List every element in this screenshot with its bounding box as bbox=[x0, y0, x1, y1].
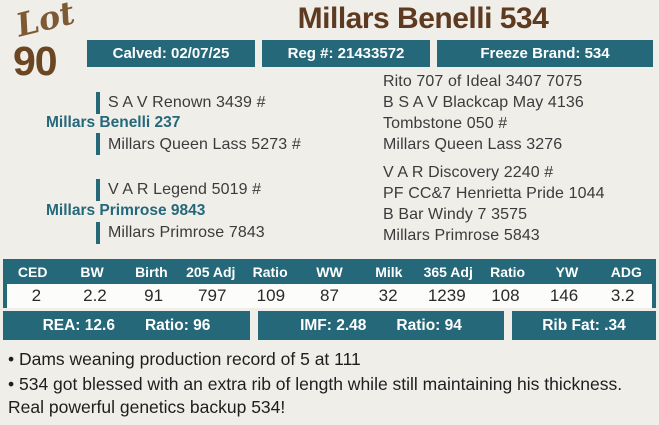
epd-col-header: ADG bbox=[610, 263, 642, 280]
sire-granddam-1: B S A V Blackcap May 4136 bbox=[383, 94, 584, 111]
rea-badge: REA: 12.6 Ratio: 96 bbox=[3, 311, 250, 340]
epd-col-header: Milk bbox=[375, 263, 403, 280]
epd-value: 3.2 bbox=[610, 286, 635, 305]
dam-sire: V A R Legend 5019 # bbox=[108, 181, 262, 198]
epd-value: 91 bbox=[144, 286, 164, 305]
epd-col-header: Ratio bbox=[252, 263, 288, 280]
epd-table-header: CED BW Birth 205 Adj Ratio WW Milk 365 A… bbox=[3, 259, 656, 284]
epd-value: 109 bbox=[256, 286, 286, 305]
epd-value: 32 bbox=[378, 286, 398, 305]
imf-ratio: Ratio: 94 bbox=[396, 316, 462, 334]
epd-col-header: CED bbox=[17, 263, 48, 280]
pedigree-bracket-bar bbox=[96, 222, 100, 244]
epd-value: 1239 bbox=[427, 286, 466, 305]
page-title: Millars Benelli 534 bbox=[297, 2, 549, 35]
epd-col-header: YW bbox=[555, 263, 579, 280]
epd-value: 2 bbox=[31, 286, 42, 305]
pedigree-bracket-bar bbox=[96, 179, 100, 201]
freeze-brand-badge: Freeze Brand: 534 bbox=[437, 40, 653, 67]
sire-grandsire-1: Rito 707 of Ideal 3407 7075 bbox=[383, 73, 583, 90]
epd-col-header: Birth bbox=[135, 263, 168, 280]
epd-col-header: 205 Adj bbox=[186, 263, 236, 280]
epd-table: CED BW Birth 205 Adj Ratio WW Milk 365 A… bbox=[3, 259, 656, 308]
pedigree-bracket-bar bbox=[96, 133, 100, 155]
sire-sire: S A V Renown 3439 # bbox=[108, 94, 266, 111]
dam-name: Millars Primrose 9843 bbox=[46, 202, 206, 219]
reg-number-badge: Reg #: 21433572 bbox=[262, 40, 430, 67]
rib-fat-badge: Rib Fat: .34 bbox=[512, 311, 656, 340]
dam-grandsire-2: B Bar Windy 7 3575 bbox=[383, 206, 528, 223]
note-line: • 534 got blessed with an extra rib of l… bbox=[8, 374, 623, 417]
pedigree-bracket-bar bbox=[96, 92, 100, 114]
sire-grandsire-2: Tombstone 050 # bbox=[383, 115, 508, 132]
notes: • Dams weaning production record of 5 at… bbox=[8, 348, 646, 421]
epd-value: 797 bbox=[198, 286, 227, 305]
epd-value: 87 bbox=[320, 286, 339, 305]
dam-granddam-2: Millars Primrose 5843 bbox=[383, 227, 540, 244]
epd-value: 146 bbox=[549, 286, 579, 305]
epd-col-header: WW bbox=[316, 263, 343, 280]
imf-value: IMF: 2.48 bbox=[300, 316, 367, 334]
epd-value: 2.2 bbox=[83, 286, 107, 305]
rea-ratio: Ratio: 96 bbox=[144, 316, 211, 334]
epd-value: 108 bbox=[491, 286, 520, 305]
rib-fat-value: Rib Fat: .34 bbox=[542, 316, 626, 334]
epd-table-values: 2 2.2 91 797 109 87 32 1239 108 146 3.2 bbox=[3, 284, 656, 308]
dam-dam: Millars Primrose 7843 bbox=[108, 224, 265, 241]
dam-granddam-1: PF CC&7 Henrietta Pride 1044 bbox=[383, 185, 605, 202]
epd-col-header: Ratio bbox=[490, 263, 526, 280]
epd-col-header: 365 Adj bbox=[423, 263, 473, 280]
info-badges: Calved: 02/07/25 Reg #: 21433572 Freeze … bbox=[87, 40, 653, 67]
calved-badge: Calved: 02/07/25 bbox=[87, 40, 255, 67]
note-line: • Dams weaning production record of 5 at… bbox=[8, 349, 361, 369]
dam-grandsire-1: V A R Discovery 2240 # bbox=[383, 164, 554, 181]
sire-dam: Millars Queen Lass 5273 # bbox=[108, 136, 301, 153]
lot-number: 90 bbox=[13, 38, 58, 84]
sire-name: Millars Benelli 237 bbox=[46, 114, 181, 131]
carcass-badges: REA: 12.6 Ratio: 96 IMF: 2.48 Ratio: 94 … bbox=[3, 311, 656, 340]
rea-value: REA: 12.6 bbox=[42, 316, 115, 334]
imf-badge: IMF: 2.48 Ratio: 94 bbox=[258, 311, 504, 340]
epd-col-header: BW bbox=[80, 263, 104, 280]
sire-granddam-2: Millars Queen Lass 3276 bbox=[383, 136, 563, 153]
